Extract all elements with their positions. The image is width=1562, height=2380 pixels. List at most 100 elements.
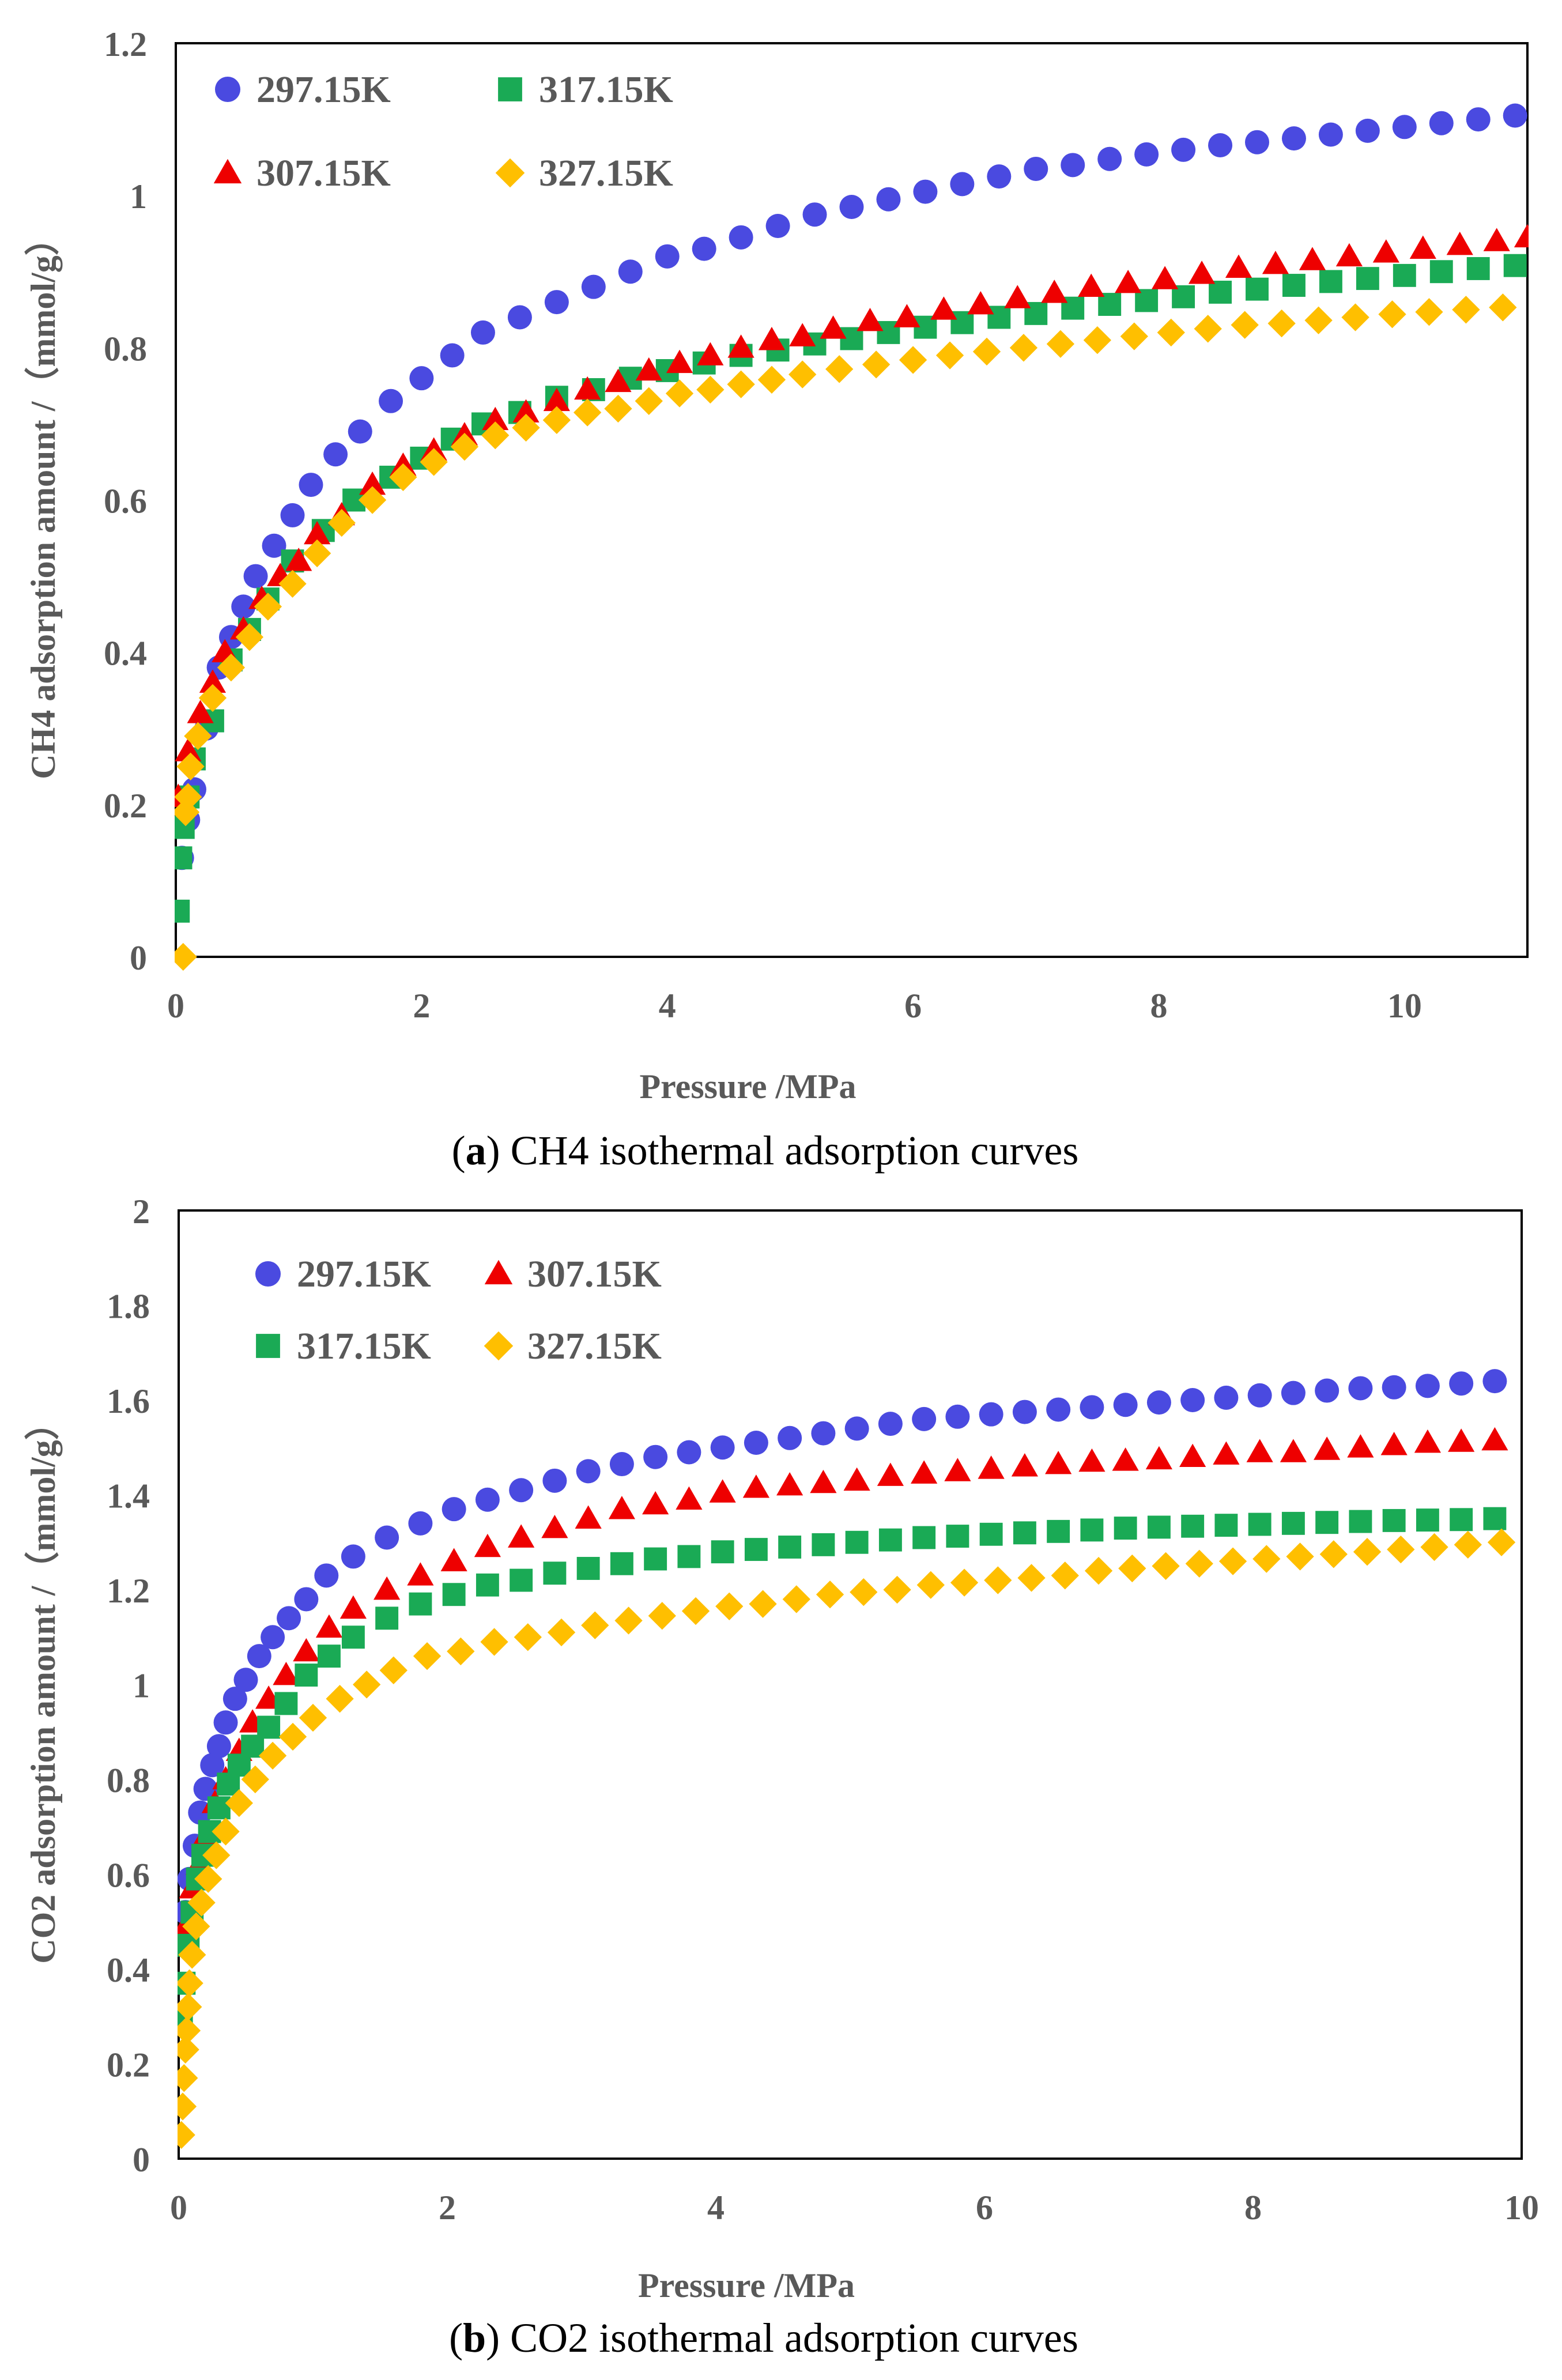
data-point [1414, 1429, 1441, 1453]
data-point [353, 1670, 381, 1699]
figure-caption: (b) CO2 isothermal adsorption curves [449, 2315, 1078, 2361]
data-point [1319, 1540, 1348, 1568]
data-point [1415, 1374, 1440, 1398]
data-point [318, 1644, 341, 1668]
data-point [1114, 1517, 1137, 1540]
data-point [470, 320, 495, 345]
data-point [729, 225, 753, 250]
data-point [543, 1561, 567, 1585]
data-point [749, 1590, 777, 1618]
legend: 297.15K 307.15K 317.15K 327.15K [213, 69, 673, 194]
data-point [1061, 153, 1085, 178]
data-point [757, 365, 786, 394]
y-tick-label: 0.2 [104, 787, 147, 825]
data-point [194, 1865, 222, 1893]
data-point [978, 1455, 1005, 1479]
data-point [1024, 156, 1048, 181]
data-point [811, 1421, 836, 1446]
legend-label: 307.15K [527, 1253, 662, 1295]
x-tick-label: 4 [659, 987, 676, 1025]
data-point [182, 1912, 210, 1941]
legend: 297.15K 307.15K 317.15K 327.15K [255, 1253, 662, 1367]
data-point [262, 533, 286, 558]
data-point [1341, 303, 1369, 331]
data-point [1134, 142, 1159, 167]
data-point [314, 1563, 339, 1588]
data-point [878, 1528, 902, 1552]
x-tick-label: 8 [1150, 987, 1167, 1025]
data-point [341, 1544, 365, 1569]
data-point [608, 1496, 635, 1519]
data-point [507, 305, 532, 330]
data-point [876, 187, 901, 212]
data-point [480, 1628, 508, 1656]
data-point [212, 1817, 240, 1846]
data-point [274, 1692, 298, 1715]
data-point [326, 1685, 354, 1713]
data-point [200, 1753, 225, 1778]
y-tick-label: 1.8 [107, 1288, 150, 1326]
data-point [644, 1547, 667, 1571]
legend-label: 307.15K [256, 152, 391, 194]
data-point [1315, 1378, 1340, 1403]
data-point [175, 738, 202, 761]
data-point [1454, 1530, 1482, 1559]
y-tick-label: 1.2 [107, 1572, 150, 1610]
data-point [295, 1664, 318, 1687]
data-point [1482, 1369, 1507, 1394]
data-point [1017, 1564, 1046, 1592]
data-point [776, 1472, 803, 1496]
data-point [912, 1526, 936, 1549]
data-point [1180, 1388, 1205, 1412]
data-point [450, 432, 479, 461]
data-point [778, 1425, 802, 1450]
data-point [1489, 293, 1517, 322]
data-point [1483, 1507, 1507, 1530]
data-point [254, 593, 282, 621]
data-point [1503, 103, 1527, 128]
legend-marker-297.15K [215, 77, 240, 102]
data-point [222, 1687, 247, 1711]
data-point [677, 1440, 701, 1465]
data-point [1487, 1528, 1516, 1556]
data-point [1356, 267, 1379, 291]
data-point [1281, 126, 1306, 151]
data-point [1319, 270, 1342, 293]
data-point [1247, 1383, 1272, 1408]
data-point [1188, 261, 1216, 284]
data-point [877, 1462, 904, 1486]
data-point [241, 1765, 269, 1794]
data-point [512, 399, 539, 423]
data-point [198, 684, 227, 712]
x-tick-label: 2 [413, 987, 430, 1025]
data-point [610, 1552, 633, 1575]
data-point [257, 1715, 281, 1739]
data-point [1152, 1552, 1180, 1581]
data-point [810, 1469, 837, 1493]
legend-marker-327.15K [484, 1331, 514, 1361]
chart-panel-b: 0 2 4 6 8 10 0 0.2 0.4 0.6 0.8 1 1.2 1.4 1.6 1.8 2 Pressu… [24, 1193, 1539, 2361]
y-tick-label: 1 [130, 178, 147, 216]
data-point [1380, 1432, 1408, 1455]
data-point [379, 1656, 408, 1684]
data-point [175, 846, 193, 870]
data-point [1416, 1508, 1439, 1532]
data-point [514, 1623, 542, 1651]
data-point [1382, 1375, 1406, 1400]
data-point [789, 323, 816, 346]
data-point [605, 368, 632, 393]
data-point [375, 1525, 399, 1550]
data-point [509, 1478, 534, 1503]
data-point [1314, 1436, 1341, 1460]
y-tick-label: 0.8 [107, 1762, 150, 1800]
data-point [1415, 298, 1443, 326]
data-point [1446, 231, 1473, 255]
data-point [1262, 250, 1289, 274]
legend-marker-297.15K [255, 1261, 281, 1287]
data-point [635, 357, 662, 381]
data-point [1248, 1513, 1272, 1536]
data-point [1041, 280, 1068, 303]
data-point [1115, 269, 1142, 293]
data-point [710, 1435, 735, 1460]
